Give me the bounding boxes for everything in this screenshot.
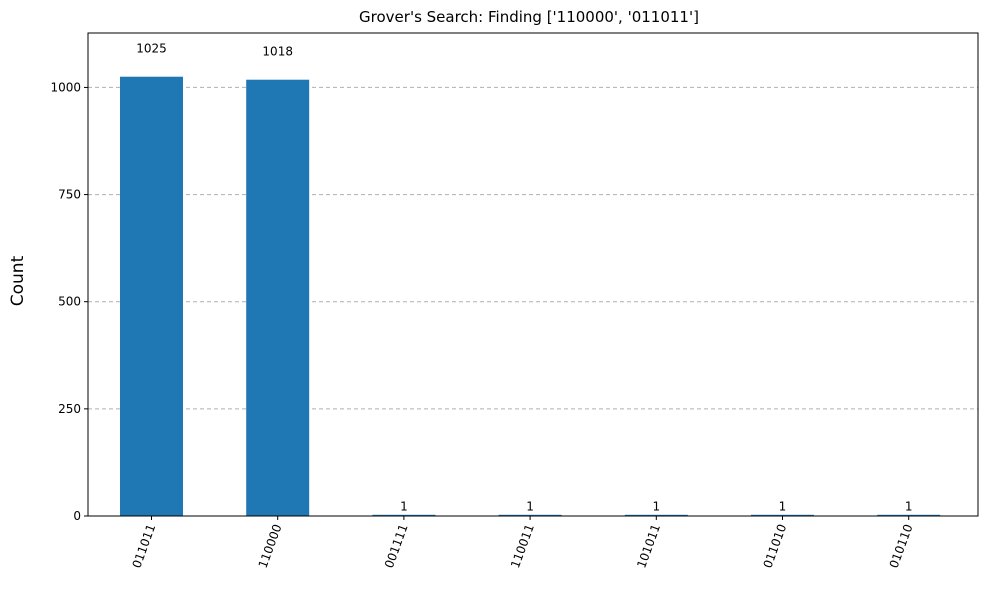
data-label: 1 xyxy=(526,500,534,514)
bar xyxy=(498,514,562,516)
y-axis-label: Count xyxy=(8,255,28,306)
y-tick-label: 500 xyxy=(58,295,81,309)
bar xyxy=(372,514,436,516)
data-label: 1018 xyxy=(262,45,293,59)
data-label: 1 xyxy=(779,500,787,514)
x-tick-label: 010110 xyxy=(887,522,916,570)
y-tick-label: 750 xyxy=(58,188,81,202)
y-tick-label: 1000 xyxy=(50,80,81,94)
x-tick-label: 001111 xyxy=(382,522,411,570)
grid-layer xyxy=(88,86,978,410)
plot-frame xyxy=(87,32,979,517)
y-tick-label: 250 xyxy=(58,402,81,416)
x-tick-label: 011010 xyxy=(760,522,789,570)
data-labels-layer: 1025 1018 1 1 1 1 1 xyxy=(136,42,912,514)
x-tick-label: 011011 xyxy=(129,522,158,570)
data-label: 1025 xyxy=(136,42,167,56)
bar xyxy=(877,514,941,516)
bar xyxy=(120,76,183,516)
bar xyxy=(751,514,814,516)
x-tick-label: 110000 xyxy=(256,522,285,570)
x-tick-label: 110011 xyxy=(508,522,537,570)
bar xyxy=(246,79,310,516)
chart-title: Grover's Search: Finding ['110000', '011… xyxy=(359,8,699,26)
bars-layer xyxy=(120,76,941,516)
data-label: 1 xyxy=(652,500,660,514)
bar xyxy=(624,514,688,516)
x-tick-label: 101011 xyxy=(634,522,663,570)
y-tick-label: 0 xyxy=(73,509,81,523)
data-label: 1 xyxy=(400,500,408,514)
data-label: 1 xyxy=(905,500,913,514)
